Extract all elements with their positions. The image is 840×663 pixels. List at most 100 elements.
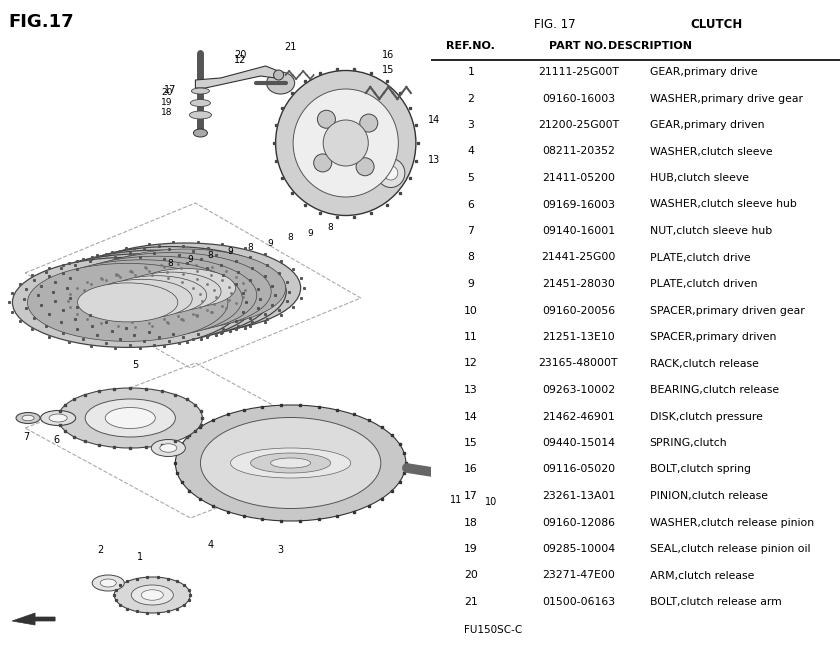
- Text: SPACER,primary driven: SPACER,primary driven: [649, 332, 776, 342]
- Text: 9: 9: [228, 247, 234, 255]
- Ellipse shape: [293, 89, 398, 197]
- Ellipse shape: [16, 412, 40, 424]
- Text: 7: 7: [467, 226, 475, 236]
- Text: 11: 11: [464, 332, 478, 342]
- Ellipse shape: [92, 575, 124, 591]
- Text: SPACER,primary driven gear: SPACER,primary driven gear: [649, 306, 805, 316]
- Text: 4: 4: [467, 147, 475, 156]
- Text: 15: 15: [464, 438, 478, 448]
- Text: HUB,clutch sleeve: HUB,clutch sleeve: [649, 173, 748, 183]
- Text: 13: 13: [428, 155, 440, 165]
- Text: FIG.17: FIG.17: [8, 13, 74, 31]
- Ellipse shape: [42, 260, 242, 338]
- Ellipse shape: [77, 283, 178, 322]
- Text: 09285-10004: 09285-10004: [542, 544, 615, 554]
- Ellipse shape: [41, 250, 272, 340]
- Text: 21: 21: [285, 42, 297, 52]
- Text: PLATE,clutch drive: PLATE,clutch drive: [649, 253, 750, 263]
- Text: WASHER,clutch release pinion: WASHER,clutch release pinion: [649, 518, 814, 528]
- Ellipse shape: [71, 243, 301, 333]
- Text: WASHER,primary drive gear: WASHER,primary drive gear: [649, 93, 803, 103]
- Ellipse shape: [377, 158, 405, 188]
- Text: 21: 21: [464, 597, 478, 607]
- Text: GEAR,primary driven: GEAR,primary driven: [649, 120, 764, 130]
- Text: GEAR,primary drive: GEAR,primary drive: [649, 67, 758, 77]
- Text: 8: 8: [467, 253, 475, 263]
- Text: 15: 15: [381, 65, 394, 75]
- Text: NUT,clutch sleeve hub: NUT,clutch sleeve hub: [649, 226, 772, 236]
- Ellipse shape: [85, 249, 286, 327]
- Text: 1: 1: [137, 552, 144, 562]
- Ellipse shape: [84, 272, 214, 322]
- Ellipse shape: [201, 418, 381, 509]
- Text: 09160-20056: 09160-20056: [542, 306, 615, 316]
- Text: 9: 9: [467, 279, 475, 289]
- Ellipse shape: [22, 415, 34, 421]
- Ellipse shape: [114, 577, 191, 613]
- Ellipse shape: [135, 269, 235, 308]
- Text: 3: 3: [277, 545, 284, 555]
- Text: 8: 8: [167, 259, 173, 267]
- Text: 21462-46901: 21462-46901: [542, 412, 615, 422]
- Text: 16: 16: [464, 465, 478, 475]
- Ellipse shape: [274, 70, 284, 80]
- Text: 11: 11: [450, 495, 462, 505]
- Text: 08211-20352: 08211-20352: [542, 147, 615, 156]
- Text: FIG. 17: FIG. 17: [533, 18, 575, 31]
- Ellipse shape: [27, 254, 257, 344]
- Text: 9: 9: [187, 255, 193, 263]
- Ellipse shape: [56, 256, 257, 334]
- Text: 8: 8: [207, 251, 213, 259]
- Text: 4: 4: [207, 540, 213, 550]
- Text: WASHER,clutch sleeve: WASHER,clutch sleeve: [649, 147, 772, 156]
- Ellipse shape: [193, 129, 207, 137]
- Ellipse shape: [323, 120, 368, 166]
- Text: 17: 17: [464, 491, 478, 501]
- Text: 2: 2: [467, 93, 475, 103]
- Text: 16: 16: [381, 50, 394, 60]
- Text: DISK,clutch pressure: DISK,clutch pressure: [649, 412, 763, 422]
- Ellipse shape: [384, 166, 398, 180]
- Ellipse shape: [360, 114, 378, 132]
- Text: 8: 8: [248, 243, 254, 251]
- Text: 09116-05020: 09116-05020: [542, 465, 615, 475]
- Ellipse shape: [13, 257, 243, 347]
- Text: 21200-25G00T: 21200-25G00T: [538, 120, 619, 130]
- Text: 20: 20: [234, 50, 247, 60]
- Text: 1: 1: [467, 67, 475, 77]
- Ellipse shape: [29, 260, 240, 341]
- Text: WASHER,clutch sleeve hub: WASHER,clutch sleeve hub: [649, 200, 796, 210]
- Text: 21411-05200: 21411-05200: [542, 173, 615, 183]
- Ellipse shape: [191, 99, 211, 107]
- Text: 18: 18: [161, 108, 172, 117]
- Text: 7: 7: [23, 432, 29, 442]
- Ellipse shape: [100, 579, 116, 587]
- Ellipse shape: [479, 475, 503, 487]
- Text: RACK,clutch release: RACK,clutch release: [649, 359, 759, 369]
- Text: 9: 9: [268, 239, 274, 247]
- Ellipse shape: [92, 279, 192, 318]
- Ellipse shape: [49, 414, 67, 422]
- Ellipse shape: [70, 275, 200, 326]
- Text: 21111-25G00T: 21111-25G00T: [538, 67, 619, 77]
- Ellipse shape: [107, 276, 207, 315]
- Text: SPRING,clutch: SPRING,clutch: [649, 438, 727, 448]
- Ellipse shape: [449, 472, 464, 480]
- Polygon shape: [12, 613, 55, 625]
- Ellipse shape: [151, 440, 186, 457]
- Ellipse shape: [73, 249, 283, 331]
- Ellipse shape: [266, 72, 295, 94]
- Text: BOLT,clutch spring: BOLT,clutch spring: [649, 465, 751, 475]
- Text: 21251-13E10: 21251-13E10: [542, 332, 615, 342]
- Text: 13: 13: [464, 385, 478, 395]
- Text: 12: 12: [234, 55, 247, 65]
- Text: 09169-16003: 09169-16003: [542, 200, 615, 210]
- Text: 6: 6: [53, 435, 59, 445]
- Ellipse shape: [44, 256, 255, 338]
- Ellipse shape: [250, 453, 331, 473]
- Text: 5: 5: [132, 360, 139, 370]
- Text: 19: 19: [161, 98, 172, 107]
- Text: 14: 14: [428, 115, 440, 125]
- Text: 09160-12086: 09160-12086: [542, 518, 615, 528]
- Text: 6: 6: [467, 200, 475, 210]
